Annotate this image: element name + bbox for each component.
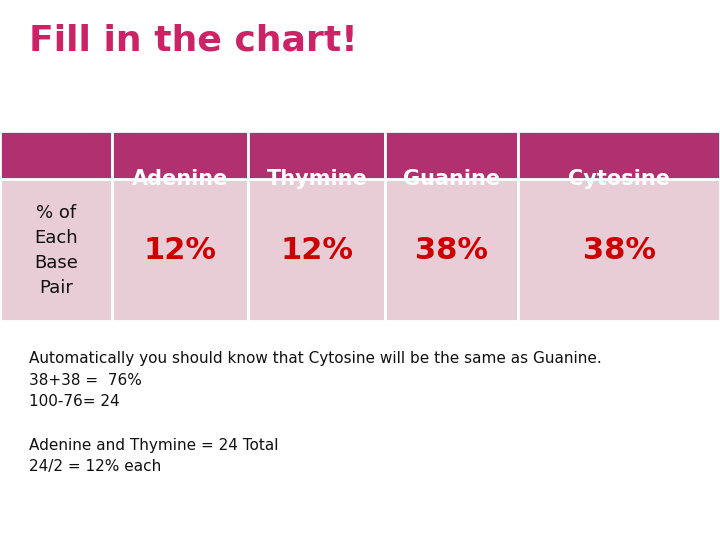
Bar (248, 179, 385, 321)
Text: Cytosine: Cytosine (568, 168, 670, 189)
Text: Automatically you should know that Cytosine will be the same as Guanine.
38+38 =: Automatically you should know that Cytos… (29, 351, 601, 474)
Text: 38%: 38% (582, 235, 656, 265)
Text: Adenine: Adenine (132, 168, 228, 189)
Bar (385, 179, 518, 321)
Text: 38%: 38% (415, 235, 488, 265)
Bar (518, 131, 720, 226)
Text: % of
Each
Base
Pair: % of Each Base Pair (34, 204, 78, 296)
Bar (0, 131, 112, 226)
Text: Fill in the chart!: Fill in the chart! (29, 23, 358, 57)
Bar (112, 179, 248, 321)
Bar (112, 131, 248, 226)
Bar (385, 131, 518, 226)
Bar (248, 131, 385, 226)
Text: Guanine: Guanine (403, 168, 500, 189)
Text: 12%: 12% (280, 235, 354, 265)
Text: Thymine: Thymine (266, 168, 367, 189)
Text: 12%: 12% (143, 235, 217, 265)
Bar (0, 179, 112, 321)
Bar (518, 179, 720, 321)
